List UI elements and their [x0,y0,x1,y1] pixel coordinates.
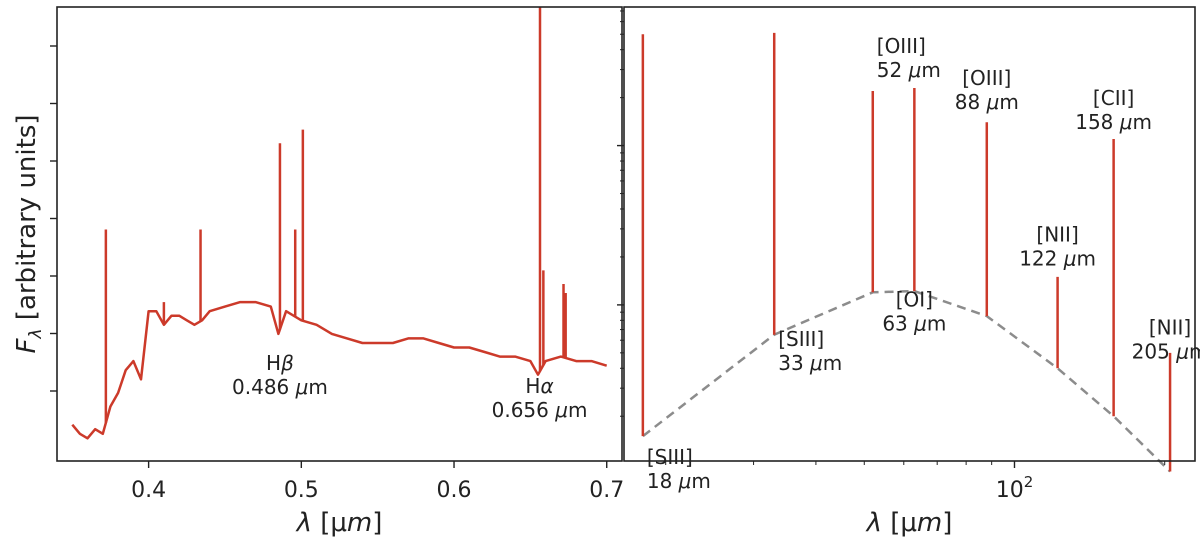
line-annotation: 0.656 μm [492,398,588,422]
line-annotation: Hα [525,374,553,398]
line-annotation: [OIII] [962,66,1011,90]
line-annotation: 52 μm [877,58,941,82]
x-tick-label: 0.7 [589,478,624,503]
line-annotation: 63 μm [882,311,946,335]
line-annotation: 0.486 μm [232,375,328,399]
left-panel-optical-spectrum: 0.4 0.5 0.6 0.7 λ [μm] Fλ [arbitrary units] Hβ… [12,6,624,538]
continuum-spectrum-line [71,300,608,440]
line-annotation: 88 μm [955,90,1019,114]
line-annotation: [SIII] [778,327,824,351]
line-annotation: 33 μm [778,351,842,375]
plot-frame [56,6,623,462]
line-annotation: [NII] [1036,222,1078,246]
y-axis-label: Fλ [arbitrary units] [12,114,46,353]
line-annotation: [OI] [896,287,933,311]
x-tick-label: 0.6 [437,478,472,503]
line-annotation: [NII] [1149,316,1191,340]
line-annotation: [OIII] [877,34,926,58]
line-annotation: Hβ [266,351,294,375]
x-tick-label: 102 [996,473,1034,503]
line-annotation: 18 μm [647,469,711,493]
plot-frame [623,6,1196,462]
x-tick-label: 0.5 [284,478,319,503]
x-axis-label: λ [μm] [865,508,953,538]
line-annotation: [CII] [1093,86,1134,110]
line-annotation: 122 μm [1019,246,1096,270]
line-annotation: 205 μm [1132,340,1200,364]
x-axis-label: λ [μm] [295,508,383,538]
x-tick-label: 0.4 [131,478,166,503]
continuum-dashed-curve [642,289,1171,473]
line-annotation: [SIII] [647,445,693,469]
line-annotation: 158 μm [1075,110,1152,134]
